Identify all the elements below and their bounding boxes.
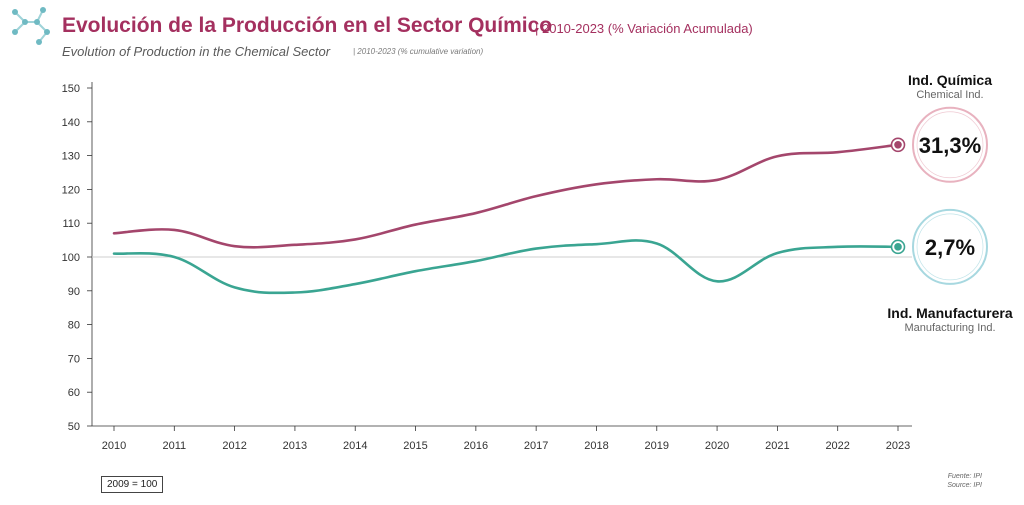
- title-period: | 2010-2023 (% Variación Acumulada): [535, 21, 753, 36]
- molecule-logo-icon: [12, 7, 50, 45]
- manufacturing-change-label: 2,7%: [925, 235, 975, 260]
- manufacturing-end-dot: [894, 243, 902, 251]
- page-title: Evolución de la Producción en el Sector …: [62, 14, 553, 37]
- x-tick-label: 2021: [765, 440, 789, 452]
- manufacturing-series-name: Ind. Manufacturera: [887, 305, 1012, 321]
- y-tick-label: 50: [68, 421, 80, 433]
- y-tick-label: 110: [62, 218, 80, 230]
- y-tick-label: 90: [68, 286, 80, 298]
- manufacturing-series-line: [112, 239, 900, 295]
- x-tick-label: 2022: [825, 440, 849, 452]
- chemical-series-name-en: Chemical Ind.: [916, 89, 983, 101]
- x-tick-label: 2015: [403, 440, 427, 452]
- chemical-series-line: [112, 143, 900, 249]
- chemical-series-name: Ind. Química: [908, 72, 992, 88]
- manufacturing-badge-inner-ring: [916, 213, 984, 281]
- x-tick-label: 2010: [102, 440, 126, 452]
- source-note: Fuente: IPI Source: IPI: [947, 472, 982, 490]
- x-tick-label: 2012: [222, 440, 246, 452]
- x-tick-label: 2020: [705, 440, 729, 452]
- x-tick-label: 2018: [584, 440, 608, 452]
- x-tick-label: 2014: [343, 440, 367, 452]
- y-tick-label: 80: [68, 320, 80, 332]
- y-tick-label: 70: [68, 353, 80, 365]
- subtitle-period: | 2010-2023 (% cumulative variation): [353, 47, 484, 56]
- source-es: Fuente: IPI: [947, 473, 982, 480]
- base-year-note: 2009 = 100: [101, 476, 164, 493]
- x-tick-label: 2023: [886, 440, 910, 452]
- chemical-badge-ring: [912, 106, 988, 183]
- source-en: Source: IPI: [947, 482, 982, 489]
- x-tick-label: 2016: [464, 440, 488, 452]
- y-tick-label: 140: [62, 117, 80, 129]
- page-subtitle: Evolution of Production in the Chemical …: [62, 44, 331, 59]
- x-tick-label: 2011: [162, 440, 186, 452]
- chemical-end-dot: [894, 140, 902, 149]
- y-tick-label: 60: [68, 387, 80, 399]
- x-tick-label: 2017: [524, 440, 548, 452]
- y-tick-label: 100: [62, 252, 80, 264]
- chemical-change-label: 31,3%: [919, 133, 981, 158]
- y-tick-label: 130: [62, 151, 80, 163]
- y-tick-label: 150: [62, 83, 80, 95]
- manufacturing-badge-ring: [912, 208, 988, 285]
- manufacturing-series-name-en: Manufacturing Ind.: [904, 322, 995, 334]
- chemical-badge-inner-ring: [916, 111, 984, 179]
- x-tick-label: 2013: [283, 440, 307, 452]
- x-tick-label: 2019: [645, 440, 669, 452]
- y-tick-label: 120: [62, 184, 80, 196]
